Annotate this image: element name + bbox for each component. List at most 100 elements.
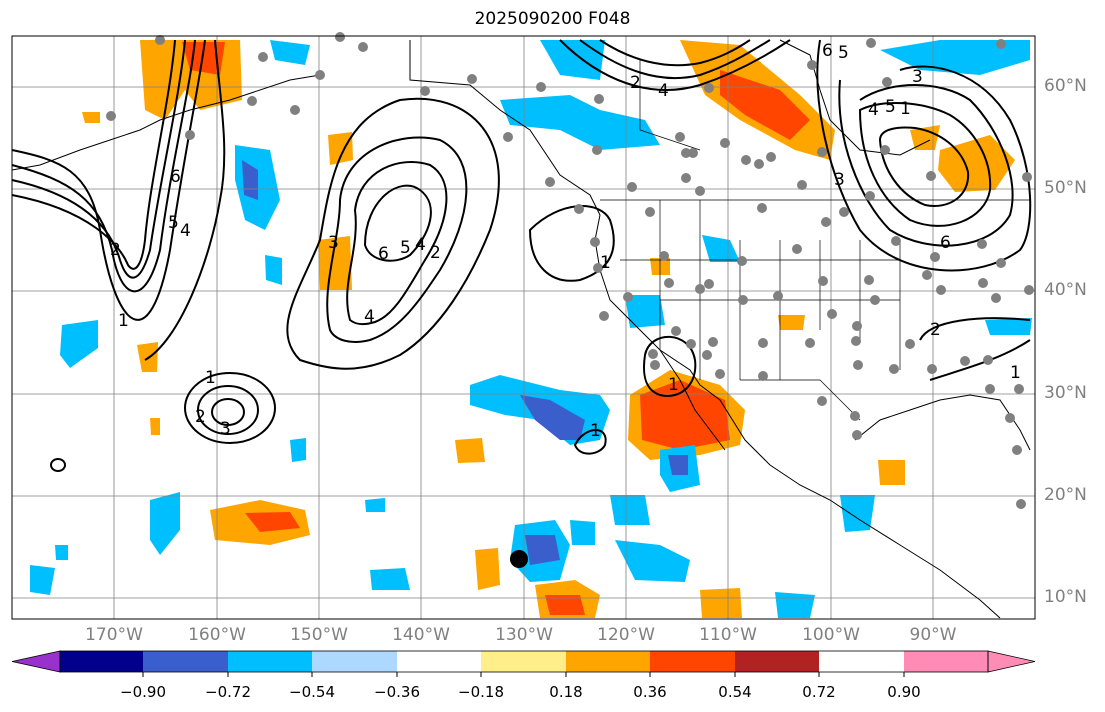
colorbar-segment: [904, 651, 988, 672]
lon-label: 170°W: [85, 625, 143, 645]
contour-line: [11, 39, 176, 270]
coastline-west: [594, 214, 1001, 619]
lon-label: 160°W: [188, 625, 246, 645]
shade-positive: [328, 132, 353, 165]
lat-label: 10°N: [1044, 587, 1087, 607]
contour-line: [599, 39, 751, 67]
shade-negative: [668, 455, 688, 475]
contour-line: [573, 429, 607, 455]
shade-negative: [840, 495, 875, 532]
coastline-siberia: [11, 74, 321, 171]
shade-negative: [30, 565, 55, 595]
colorbar-tick-label: −0.72: [205, 683, 251, 701]
contour-line: [184, 372, 276, 444]
map-title: 2025090200 F048: [474, 9, 631, 29]
contour-label: 2: [195, 407, 206, 427]
shade-positive: [245, 512, 300, 532]
contour-label: 4: [658, 81, 669, 101]
colorbar-extend-max: [987, 650, 1036, 673]
plot-frame: [11, 35, 1036, 620]
contour-line: [919, 317, 1031, 341]
contour-label: 2: [430, 243, 441, 263]
contour-line: [197, 385, 259, 435]
contour-label: 3: [220, 419, 231, 439]
shade-negative: [615, 540, 690, 582]
contour-line: [929, 339, 1031, 381]
colorbar-tick-label: 0.36: [633, 683, 667, 701]
contour-label: 5: [838, 43, 849, 63]
contour-line: [11, 39, 196, 293]
shade-positive: [182, 42, 225, 75]
shade-negative: [985, 318, 1032, 335]
contour-line: [11, 39, 206, 321]
shade-positive: [318, 236, 352, 290]
coastline-baja: [659, 349, 726, 451]
contours: [11, 39, 1032, 472]
contour-line: [286, 97, 500, 370]
contour-label: 4: [180, 221, 191, 241]
lat-label: 40°N: [1044, 280, 1087, 300]
contour-label: 6: [170, 167, 181, 187]
shade-negative: [500, 95, 660, 150]
contour-line: [211, 398, 245, 426]
colorbar-segment: [397, 651, 481, 672]
lat-label: 30°N: [1044, 383, 1087, 403]
shaded-regions: [30, 40, 1032, 618]
contour-label: 1: [668, 375, 679, 395]
contour-label: 5: [168, 213, 179, 233]
colorbar-segment: [312, 651, 397, 672]
colorbar-tick-label: 0.18: [549, 683, 583, 701]
colorbar-segment: [481, 651, 566, 672]
shade-positive: [938, 135, 1015, 192]
hudson-bay: [779, 39, 931, 156]
contour-line: [50, 458, 66, 472]
contour-label: 1: [590, 421, 601, 441]
contour-label: 1: [1010, 363, 1021, 383]
shade-negative: [55, 545, 68, 560]
shade-negative: [290, 438, 306, 462]
lon-label: 110°W: [699, 625, 757, 645]
lon-label: 90°W: [909, 625, 957, 645]
coastlines: [11, 39, 1031, 619]
colorbar-segment: [228, 651, 312, 672]
shade-positive: [910, 125, 940, 150]
shade-negative: [610, 495, 650, 525]
shade-positive: [475, 548, 500, 590]
colorbar-segment: [143, 651, 228, 672]
contour-labels: 6 5 4 2 1 6 5 4 2 3 4 1 2 3 1 1 1 1 2 2 …: [110, 41, 1021, 441]
colorbar-tick-label: −0.54: [289, 683, 335, 701]
shade-positive: [455, 438, 485, 463]
contour-line: [579, 39, 771, 79]
colorbar-segment: [650, 651, 735, 672]
contour-line: [11, 39, 186, 279]
colorbar-tick-label: −0.90: [120, 683, 166, 701]
contour-line: [326, 136, 468, 343]
shade-positive: [700, 588, 742, 618]
shade-negative: [150, 492, 180, 555]
shade-negative: [702, 235, 740, 262]
contour-label: 5: [885, 97, 896, 117]
shade-positive: [150, 418, 160, 435]
lon-label: 120°W: [597, 625, 655, 645]
shade-negative: [525, 535, 560, 565]
colorbar-tick-label: 0.54: [718, 683, 752, 701]
shade-negative: [775, 592, 815, 618]
contour-label: 6: [378, 244, 389, 264]
shade-positive: [878, 460, 905, 485]
contour-line: [816, 39, 1032, 272]
contour-label: 6: [940, 233, 951, 253]
contour-label: 1: [600, 253, 611, 273]
shade-positive: [640, 380, 730, 450]
colorbar-extend-min: [11, 650, 61, 673]
colorbar-tick-label: −0.18: [458, 683, 504, 701]
contour-line: [559, 39, 791, 91]
colorbar-tick-label: 0.72: [802, 683, 836, 701]
coastline-alaska: [409, 40, 601, 216]
lon-label: 150°W: [290, 625, 348, 645]
lat-label: 20°N: [1044, 485, 1087, 505]
shade-negative: [242, 160, 258, 200]
contour-label: 2: [110, 240, 121, 260]
contour-label: 6: [822, 41, 833, 61]
lat-label: 50°N: [1044, 178, 1087, 198]
contour-label: 3: [834, 170, 845, 190]
